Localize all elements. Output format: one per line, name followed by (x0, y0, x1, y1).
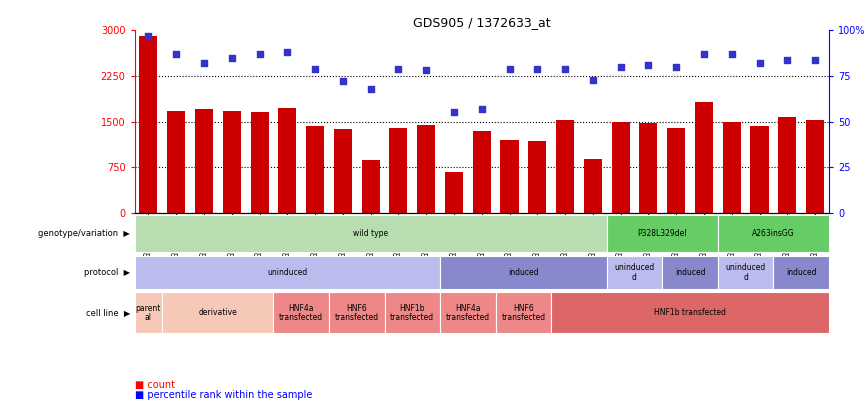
Text: wild type: wild type (353, 229, 388, 239)
Bar (607, 215, 718, 252)
Bar (162, 292, 273, 333)
Point (697, 51, 711, 57)
Bar (662, 256, 718, 289)
Bar (501, 140, 518, 213)
Text: parent
al: parent al (135, 303, 161, 322)
Point (225, 54, 239, 61)
Bar (723, 122, 740, 213)
Bar (390, 128, 407, 213)
Bar (306, 126, 324, 213)
Point (447, 109, 461, 116)
Point (530, 66, 544, 72)
Bar (718, 256, 773, 289)
Bar (607, 256, 662, 289)
Bar (551, 292, 829, 333)
Bar (223, 111, 240, 213)
Bar (195, 109, 213, 213)
Bar (440, 256, 607, 289)
Text: induced: induced (674, 268, 706, 277)
Bar (168, 111, 185, 213)
Text: derivative: derivative (199, 308, 237, 318)
Point (558, 66, 572, 72)
Bar (718, 215, 829, 252)
Text: HNF4a
transfected: HNF4a transfected (446, 303, 490, 322)
Point (280, 49, 294, 55)
Text: induced: induced (786, 268, 817, 277)
Bar (440, 292, 496, 333)
Text: HNF1b transfected: HNF1b transfected (654, 308, 726, 318)
Text: ■ percentile rank within the sample: ■ percentile rank within the sample (135, 390, 312, 400)
Point (475, 106, 489, 112)
Text: uninduced
d: uninduced d (615, 263, 654, 282)
Text: P328L329del: P328L329del (637, 229, 687, 239)
Bar (556, 120, 574, 213)
Point (336, 78, 350, 85)
Text: ■ count: ■ count (135, 380, 174, 390)
Bar (334, 129, 352, 213)
Point (753, 60, 766, 66)
Bar (329, 292, 385, 333)
Text: A263insGG: A263insGG (752, 229, 795, 239)
Point (308, 66, 322, 72)
Bar (473, 130, 490, 213)
Bar (135, 292, 162, 333)
Text: HNF6
transfected: HNF6 transfected (335, 303, 378, 322)
Point (197, 60, 211, 66)
Bar (667, 128, 685, 213)
Bar (273, 292, 329, 333)
Point (169, 51, 183, 57)
Bar (496, 292, 551, 333)
Bar (251, 112, 268, 213)
Bar (279, 108, 296, 213)
Bar (529, 141, 546, 213)
Point (614, 64, 628, 70)
Point (391, 66, 405, 72)
Bar (806, 120, 824, 213)
Text: induced: induced (508, 268, 539, 277)
Bar (362, 160, 379, 213)
Point (419, 67, 433, 74)
Text: genotype/variation  ▶: genotype/variation ▶ (38, 229, 130, 239)
Point (141, 32, 155, 39)
Point (253, 51, 266, 57)
Point (808, 56, 822, 63)
Point (725, 51, 739, 57)
Text: uninduced
d: uninduced d (726, 263, 766, 282)
Bar (445, 172, 463, 213)
Bar (779, 117, 796, 213)
Text: protocol  ▶: protocol ▶ (84, 268, 130, 277)
Bar (612, 122, 629, 213)
Bar (751, 126, 768, 213)
Text: uninduced: uninduced (267, 268, 307, 277)
Point (586, 76, 600, 83)
Text: HNF6
transfected: HNF6 transfected (502, 303, 545, 322)
Point (364, 85, 378, 92)
Bar (135, 215, 607, 252)
Bar (385, 292, 440, 333)
Point (669, 64, 683, 70)
Point (641, 62, 655, 68)
Title: GDS905 / 1372633_at: GDS905 / 1372633_at (413, 16, 550, 29)
Point (780, 56, 794, 63)
Bar (135, 256, 440, 289)
Bar (140, 36, 157, 213)
Bar (695, 102, 713, 213)
Bar (418, 125, 435, 213)
Bar (584, 159, 602, 213)
Point (503, 66, 516, 72)
Text: HNF4a
transfected: HNF4a transfected (279, 303, 323, 322)
Text: HNF1b
transfected: HNF1b transfected (391, 303, 434, 322)
Text: cell line  ▶: cell line ▶ (86, 308, 130, 318)
Bar (640, 123, 657, 213)
Bar (773, 256, 829, 289)
